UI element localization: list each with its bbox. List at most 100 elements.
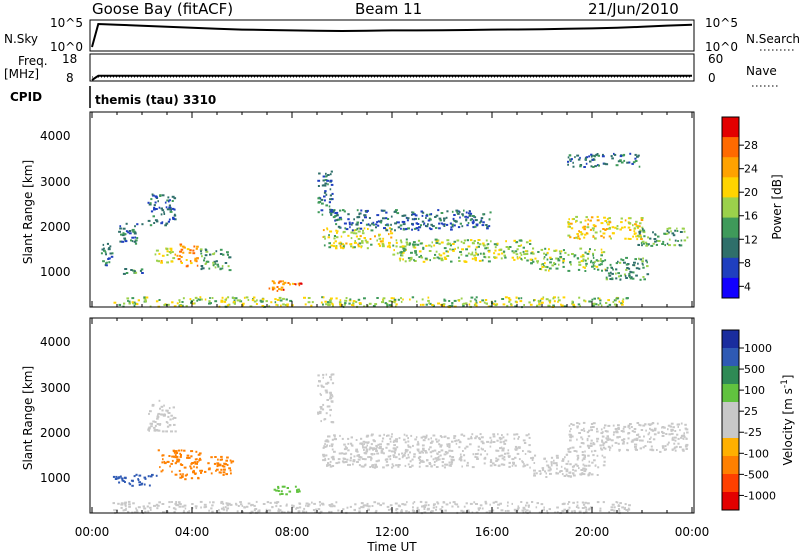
velocity-scatter-cell — [567, 508, 570, 511]
velocity-scatter-cell — [162, 511, 165, 514]
velocity-scatter-cell — [184, 478, 187, 481]
velocity-ytick-1000: 1000 — [40, 471, 71, 485]
power-scatter-cell — [350, 237, 353, 240]
velocity-scatter-cell — [617, 504, 620, 507]
velocity-scatter-cell — [328, 510, 331, 513]
velocity-scatter-cell — [213, 462, 216, 465]
velocity-scatter-cell — [368, 448, 371, 451]
velocity-scatter-cell — [138, 481, 141, 484]
power-scatter-cell — [474, 216, 477, 219]
power-scatter-cell — [538, 303, 541, 306]
power-scatter-cell — [345, 297, 348, 299]
power-scatter-cell — [453, 299, 457, 302]
velocity-scatter-cell — [429, 441, 433, 444]
velocity-scatter-cell — [588, 429, 590, 432]
power-scatter-cell — [325, 175, 327, 178]
velocity-scatter-cell — [653, 427, 657, 430]
velocity-scatter-cell — [324, 459, 327, 462]
power-scatter-cell — [241, 304, 245, 307]
velocity-scatter-cell — [133, 475, 136, 478]
power-scatter-cell — [400, 241, 403, 244]
velocity-scatter-cell — [174, 417, 177, 419]
power-scatter-cell — [348, 302, 351, 305]
velocity-scatter-cell — [329, 465, 333, 468]
power-scatter-cell — [447, 242, 450, 245]
velocity-scatter-cell — [541, 467, 545, 470]
power-scatter-cell — [164, 201, 167, 204]
velocity-scatter-cell — [439, 435, 442, 438]
power-scatter-cell — [457, 210, 460, 213]
power-scatter-cell — [276, 286, 279, 288]
power-scatter-cell — [555, 267, 559, 270]
velocity-scatter-cell — [188, 510, 190, 513]
power-scatter-cell — [170, 249, 173, 252]
velocity-scatter-cell — [492, 441, 496, 443]
velocity-scatter-cell — [159, 466, 161, 469]
velocity-ylabel: Slant Range [km] — [21, 366, 35, 470]
power-scatter-cell — [374, 303, 378, 306]
power-scatter-cell — [411, 228, 413, 231]
power-scatter-cell — [639, 229, 642, 232]
velocity-scatter-cell — [661, 430, 664, 433]
power-scatter-cell — [152, 215, 155, 218]
power-scatter-cell — [224, 298, 227, 301]
velocity-scatter-cell — [567, 448, 570, 451]
power-scatter-cell — [646, 273, 650, 276]
power-scatter-cell — [479, 301, 482, 303]
velocity-scatter-cell — [420, 450, 424, 453]
power-scatter-cell — [416, 300, 418, 303]
velocity-scatter-cell — [663, 448, 666, 451]
velocity-scatter-cell — [325, 373, 328, 376]
velocity-scatter-cell — [343, 452, 346, 455]
power-scatter-cell — [584, 270, 587, 272]
velocity-scatter-cell — [602, 444, 605, 447]
velocity-scatter-cell — [303, 511, 305, 514]
power-scatter-cell — [575, 215, 578, 218]
velocity-scatter-cell — [501, 434, 503, 437]
power-scatter-cell — [493, 303, 495, 306]
power-scatter-cell — [149, 224, 153, 227]
velocity-scatter-cell — [285, 504, 288, 507]
power-scatter-cell — [446, 223, 449, 226]
power-scatter-cell — [396, 252, 399, 255]
velocity-scatter-cell — [627, 425, 630, 428]
power-scatter-cell — [456, 211, 459, 214]
velocity-scatter-cell — [143, 476, 147, 479]
velocity-scatter-cell — [269, 501, 272, 504]
velocity-scatter-cell — [635, 439, 639, 441]
power-scatter-cell — [501, 252, 504, 255]
velocity-scatter-cell — [583, 454, 586, 457]
power-scatter-cell — [573, 255, 576, 258]
power-scatter-cell — [543, 257, 545, 260]
power-scatter-cell — [569, 261, 572, 264]
power-scatter-cell — [641, 260, 644, 263]
velocity-scatter-cell — [554, 511, 556, 514]
power-scatter-cell — [311, 301, 314, 304]
power-scatter-cell — [530, 262, 533, 265]
velocity-scatter-cell — [681, 448, 685, 451]
power-scatter-cell — [133, 301, 136, 304]
velocity-scatter-cell — [255, 500, 258, 503]
power-scatter-cell — [630, 271, 633, 274]
velocity-scatter-cell — [486, 440, 489, 443]
velocity-scatter-cell — [590, 429, 593, 432]
power-scatter-cell — [592, 224, 596, 227]
velocity-scatter-cell — [567, 460, 570, 463]
colorbar-swatch — [722, 237, 739, 259]
velocity-scatter-cell — [322, 376, 324, 379]
power-scatter-cell — [604, 229, 607, 231]
velocity-scatter-cell — [194, 473, 197, 475]
velocity-scatter-cell — [545, 472, 547, 475]
velocity-scatter-cell — [556, 511, 559, 514]
power-scatter-cell — [469, 239, 473, 242]
velocity-scatter-cell — [619, 502, 622, 505]
power-scatter-cell — [657, 235, 660, 238]
power-scatter-cell — [471, 251, 474, 254]
velocity-scatter-cell — [621, 442, 625, 445]
velocity-scatter-cell — [307, 505, 310, 508]
power-scatter-cell — [435, 214, 439, 217]
power-scatter-cell — [440, 257, 443, 260]
velocity-scatter-cell — [165, 409, 168, 412]
power-scatter-cell — [204, 254, 208, 257]
velocity-scatter-cell — [656, 449, 658, 451]
